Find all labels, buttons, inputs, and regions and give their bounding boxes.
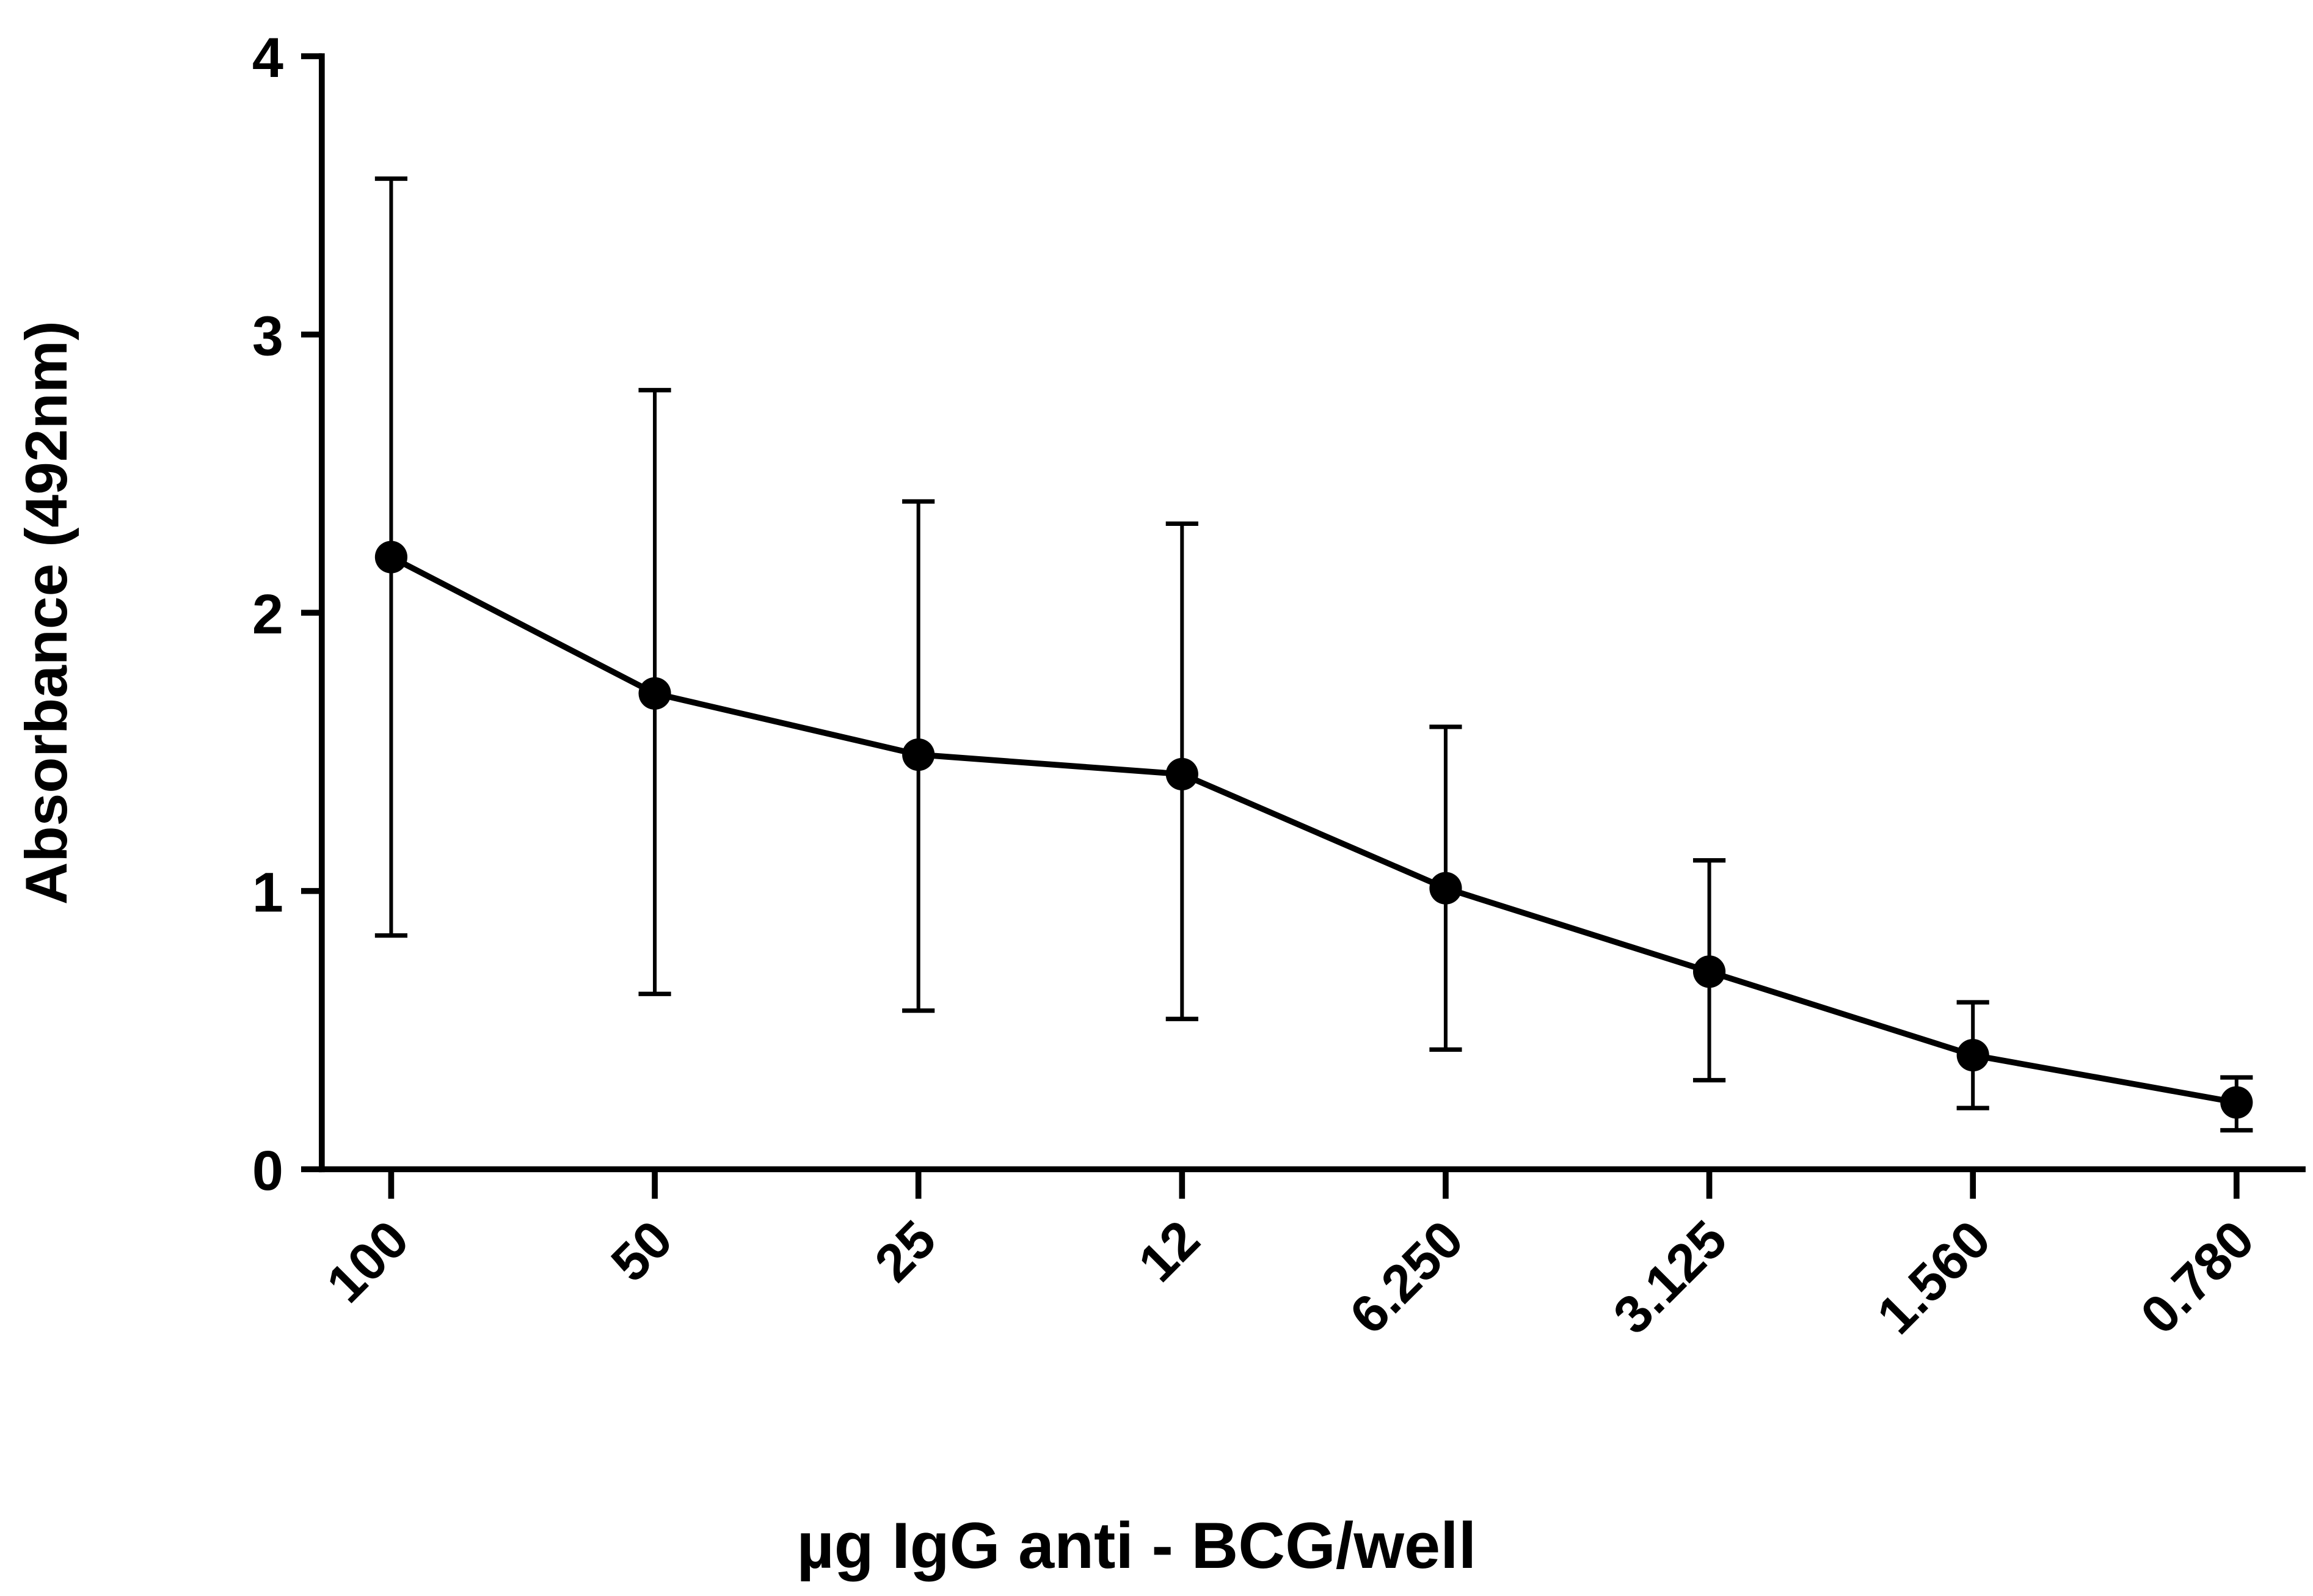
- y-tick-label: 3: [252, 305, 283, 367]
- x-tick-label: 3.125: [1602, 1209, 1738, 1346]
- x-tick-label: 1.560: [1866, 1209, 2002, 1346]
- x-axis-ticks: 100 50 25 12 6.250 3.125 1.560 0.780: [315, 1169, 2266, 1346]
- y-axis-label: Absorbance (492nm): [13, 321, 79, 905]
- x-tick-label: 0.780: [2130, 1209, 2266, 1346]
- data-point: [1429, 872, 1462, 905]
- y-tick-label: 4: [252, 27, 283, 89]
- x-axis-label: µg IgG anti - BCG/well: [796, 1509, 1476, 1582]
- data-point: [638, 677, 671, 710]
- x-tick-label: 6.250: [1339, 1209, 1475, 1346]
- y-tick-label: 2: [252, 583, 283, 646]
- x-tick-label: 50: [600, 1209, 683, 1293]
- data-points: [374, 541, 2253, 1119]
- data-point: [1165, 757, 1198, 791]
- data-point: [1956, 1038, 1989, 1072]
- series-line: [390, 554, 2237, 1106]
- x-tick-label: 100: [315, 1209, 420, 1314]
- data-point: [2220, 1086, 2253, 1119]
- data-point: [1692, 955, 1726, 988]
- x-tick-label: 12: [1127, 1209, 1211, 1293]
- y-axis-ticks: 0 1 2 3 4: [252, 27, 322, 1202]
- data-point: [902, 738, 935, 771]
- y-tick-label: 0: [252, 1140, 283, 1202]
- x-tick-label: 25: [864, 1209, 947, 1293]
- y-tick-label: 1: [252, 862, 283, 924]
- data-point: [374, 541, 408, 574]
- error-bars: [374, 176, 2253, 1133]
